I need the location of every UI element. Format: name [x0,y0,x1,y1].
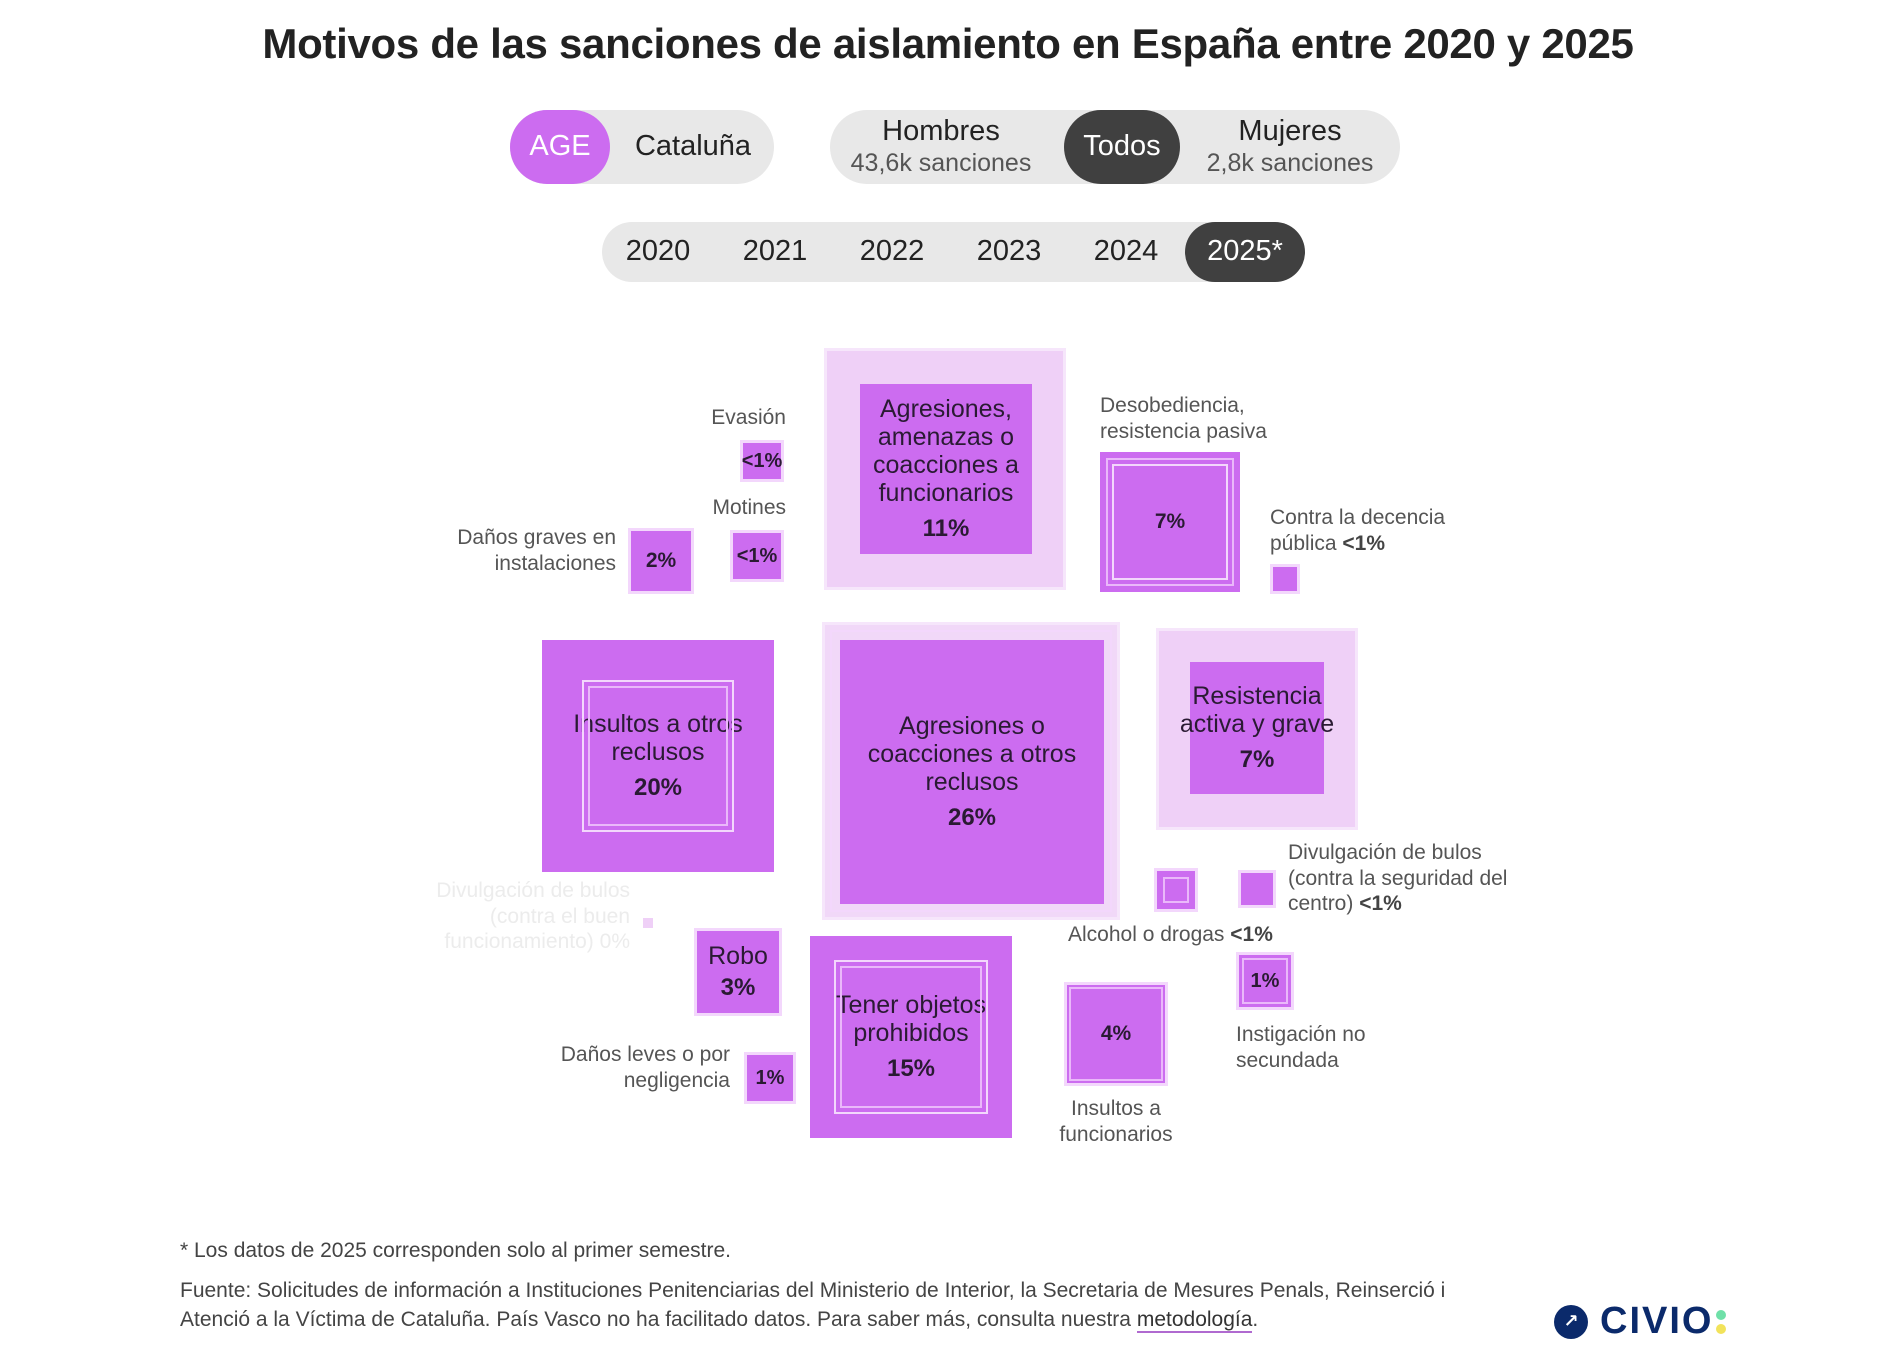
square-decencia[interactable] [1270,564,1300,594]
square-objetos-prohibidos[interactable]: Tener objetos prohibidos 15% [810,936,1012,1138]
label-value: 0% [599,930,630,954]
square-value: 7% [1154,510,1186,533]
square-resistencia-activa[interactable]: Resistencia activa y grave 7% [1180,662,1334,794]
label-danos-graves: Daños graves en instalaciones [457,526,616,575]
square-label: Agresiones o coacciones a otros reclusos [867,712,1077,796]
label-evasion: Evasión [711,406,786,429]
chart-title: Motivos de las sanciones de aislamiento … [262,20,1634,67]
label-desobediencia: Desobediencia, resistencia pasiva [1100,394,1267,443]
hombres-label: Hombres [882,115,1000,148]
square-value: 4% [1100,1022,1132,1045]
square-evasion[interactable]: <1% [740,440,784,482]
mujeres-label: Mujeres [1238,115,1342,148]
label-text: Divulgación de bulos (contra la segurida… [1288,841,1508,916]
year-option-2022[interactable]: 2022 [859,235,925,268]
gender-option-mujeres[interactable]: Mujeres 2,8k sanciones [1190,110,1390,184]
square-value: 2% [645,549,677,572]
square-label: Tener objetos prohibidos [835,991,987,1047]
gender-option-hombres[interactable]: Hombres 43,6k sanciones [836,110,1046,184]
footnote: * Los datos de 2025 corresponden solo al… [180,1239,731,1262]
region-option-cataluna[interactable]: Cataluña [634,130,752,163]
source-note: Fuente: Solicitudes de información a Ins… [180,1276,1470,1335]
square-label: Agresiones, amenazas o coacciones a func… [873,395,1019,507]
square-value: <1% [741,449,783,472]
label-decencia: Contra la decencia pública <1% [1270,505,1500,556]
square-alcohol[interactable] [1154,868,1198,912]
year-option-2021[interactable]: 2021 [742,235,808,268]
square-value: 26% [947,804,997,831]
label-instigacion: Instigación no secundada [1236,1023,1366,1072]
civio-logo[interactable]: ↗ CIVIO [1554,1300,1727,1343]
square-label: Resistencia activa y grave [1179,682,1335,738]
square-agresiones-reclusos[interactable]: Agresiones o coacciones a otros reclusos… [840,640,1104,904]
square-value: <1% [736,544,778,567]
logo-text: CIVIO [1600,1300,1714,1342]
gender-option-todos[interactable]: Todos [1064,110,1180,184]
hombres-count: 43,6k sanciones [850,149,1032,178]
label-text: Alcohol o drogas [1068,923,1225,946]
methodology-link[interactable]: metodología [1136,1308,1253,1334]
square-bulos-funcionamiento[interactable] [643,918,653,928]
year-option-2024[interactable]: 2024 [1093,235,1159,268]
square-bulos-seguridad[interactable] [1238,870,1276,908]
year-option-2020[interactable]: 2020 [625,235,691,268]
label-insultos-funcionarios: Insultos a funcionarios [1059,1097,1173,1146]
square-value: 7% [1239,746,1275,773]
square-danos-leves[interactable]: 1% [744,1052,796,1104]
square-value: 15% [886,1055,936,1082]
square-insultos-funcionarios[interactable]: 4% [1064,982,1168,1086]
label-bulos-funcionamiento: Divulgación de bulos (contra el buen fun… [410,878,630,955]
square-label: Insultos a otros reclusos [573,710,743,766]
square-instigacion[interactable]: 1% [1236,952,1294,1010]
label-value: <1% [1342,531,1386,555]
square-label: Robo [708,942,768,970]
label-text: Divulgación de bulos (contra el buen fun… [436,879,630,954]
label-value: <1% [1359,892,1402,916]
square-robo[interactable]: Robo 3% [694,928,782,1016]
square-value: 20% [633,774,683,801]
region-option-age[interactable]: AGE [510,110,610,184]
year-option-2025[interactable]: 2025* [1185,222,1305,282]
mujeres-count: 2,8k sanciones [1206,149,1374,178]
source-text: Fuente: Solicitudes de información a Ins… [180,1279,1446,1332]
square-desobediencia[interactable]: 7% [1100,452,1240,592]
source-period: . [1252,1308,1259,1332]
logo-dots [1716,1308,1727,1336]
square-value: 1% [1250,969,1280,992]
square-value: 1% [755,1066,785,1089]
label-value: <1% [1230,923,1273,946]
label-danos-leves: Daños leves o por negligencia [560,1043,730,1092]
label-bulos-seguridad: Divulgación de bulos (contra la segurida… [1288,840,1518,917]
square-value: 11% [922,515,970,542]
year-option-2023[interactable]: 2023 [976,235,1042,268]
label-text: Contra la decencia pública [1270,506,1446,555]
label-alcohol: Alcohol o drogas <1% [1068,922,1298,948]
square-agresiones-funcionarios[interactable]: Agresiones, amenazas o coacciones a func… [860,384,1032,554]
external-link-icon: ↗ [1554,1304,1588,1339]
square-insultos-reclusos[interactable]: Insultos a otros reclusos 20% [542,640,774,872]
square-motines[interactable]: <1% [730,530,784,582]
label-motines: Motines [712,496,786,519]
square-value: 3% [720,974,756,1001]
square-danos-graves[interactable]: 2% [628,528,694,594]
